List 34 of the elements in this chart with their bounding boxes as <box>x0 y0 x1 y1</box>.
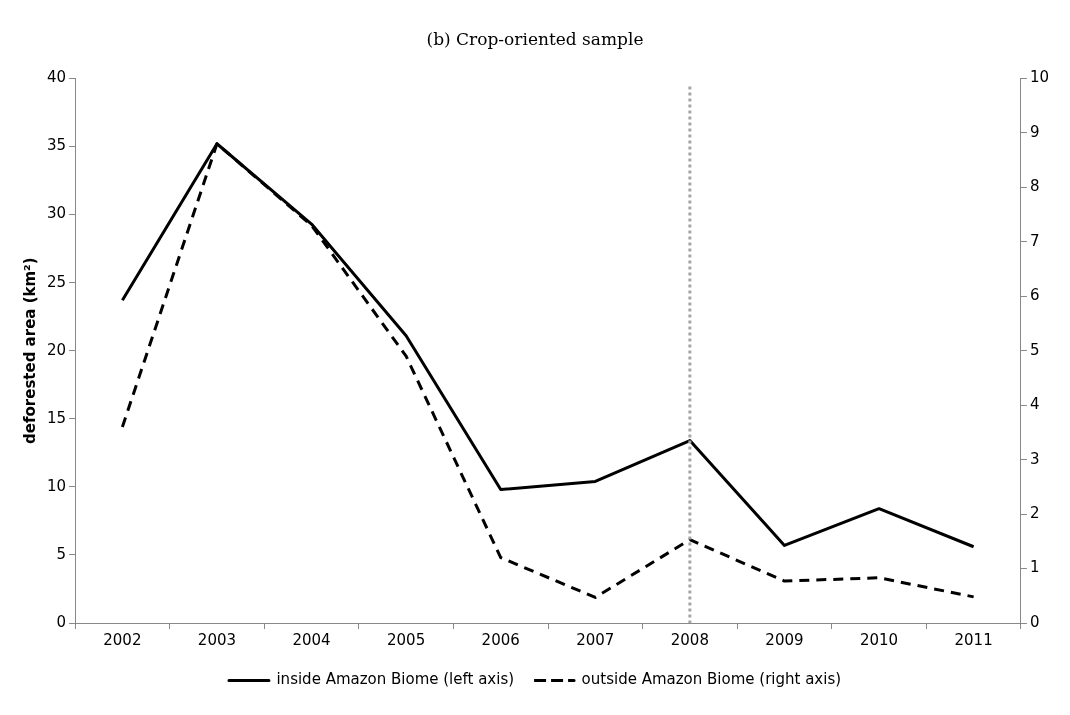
x-tick-label: 2009 <box>765 630 804 649</box>
x-tick-label: 2007 <box>576 630 615 649</box>
y2-tick-label: 6 <box>1029 286 1040 305</box>
x-tick-label: 2004 <box>292 630 331 649</box>
y2-tick-label: 7 <box>1029 231 1040 250</box>
y2-tick-label: 10 <box>1029 68 1050 87</box>
y-tick-label: 0 <box>56 612 67 631</box>
y2-tick-label: 9 <box>1029 122 1040 141</box>
y2-tick-label: 5 <box>1029 340 1040 359</box>
y2-tick-label: 0 <box>1029 612 1040 631</box>
y-tick-label: 25 <box>46 272 67 291</box>
x-tick-label: 2008 <box>670 630 709 649</box>
y2-tick-label: 1 <box>1029 558 1040 577</box>
y-tick-label: 40 <box>46 68 67 87</box>
x-tick-label: 2011 <box>954 630 993 649</box>
y-tick-label: 10 <box>46 476 67 495</box>
legend-label: outside Amazon Biome (right axis) <box>581 670 842 689</box>
y-tick-label: 20 <box>46 340 67 359</box>
x-tick-label: 2010 <box>859 630 899 649</box>
y2-tick-label: 4 <box>1029 395 1040 414</box>
y-axis-title: deforested area (km²) <box>20 257 39 444</box>
y2-tick-label: 3 <box>1029 449 1040 468</box>
y-tick-label: 15 <box>46 408 67 427</box>
x-tick-label: 2006 <box>481 630 520 649</box>
y2-tick-label: 8 <box>1029 177 1040 196</box>
x-tick-label: 2003 <box>197 630 237 649</box>
y-tick-label: 35 <box>46 136 67 155</box>
y-tick-label: 30 <box>46 204 67 223</box>
x-tick-label: 2005 <box>387 630 426 649</box>
x-tick-label: 2002 <box>103 630 142 649</box>
y-tick-label: 5 <box>56 544 67 563</box>
chart-title: (b) Crop-oriented sample <box>426 28 644 49</box>
legend-label: inside Amazon Biome (left axis) <box>276 670 515 689</box>
y2-tick-label: 2 <box>1029 503 1040 522</box>
